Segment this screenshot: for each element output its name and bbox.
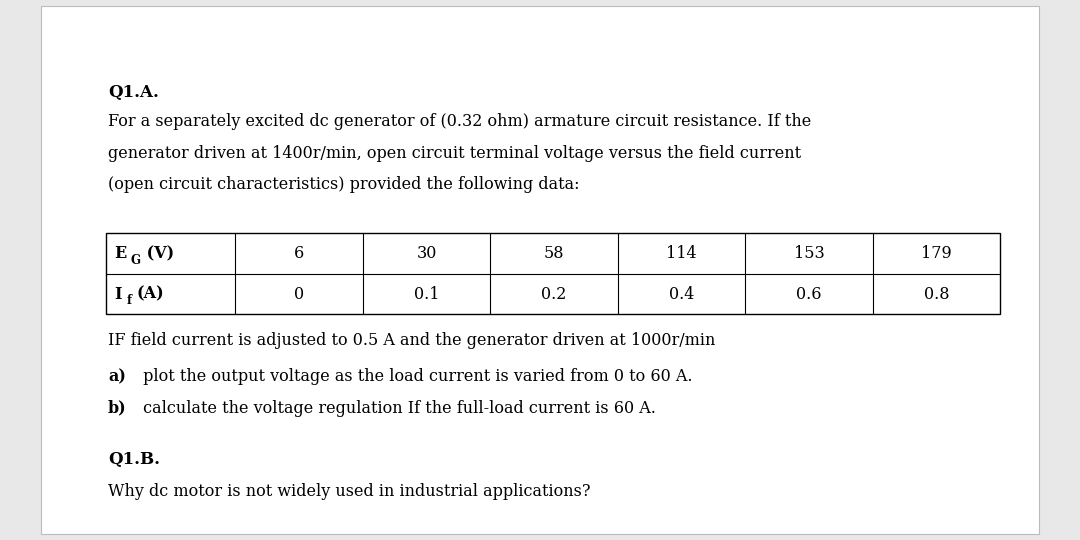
Bar — [106, 233, 1000, 314]
FancyBboxPatch shape — [41, 6, 1039, 534]
Text: plot the output voltage as the load current is varied from 0 to 60 A.: plot the output voltage as the load curr… — [138, 368, 692, 385]
Text: 0.2: 0.2 — [541, 286, 567, 302]
Text: 58: 58 — [544, 245, 564, 262]
Text: f: f — [126, 294, 132, 307]
Text: b): b) — [108, 400, 126, 416]
Text: (V): (V) — [141, 245, 175, 262]
Text: Q1.B.: Q1.B. — [108, 451, 160, 468]
Text: 114: 114 — [666, 245, 697, 262]
Text: 153: 153 — [794, 245, 824, 262]
Text: a): a) — [108, 368, 126, 385]
Text: (open circuit characteristics) provided the following data:: (open circuit characteristics) provided … — [108, 176, 580, 193]
Text: 30: 30 — [417, 245, 436, 262]
Text: 179: 179 — [921, 245, 951, 262]
Text: Q1.A.: Q1.A. — [108, 84, 159, 100]
Text: (A): (A) — [136, 286, 164, 302]
Text: 0.6: 0.6 — [796, 286, 822, 302]
Text: Why dc motor is not widely used in industrial applications?: Why dc motor is not widely used in indus… — [108, 483, 591, 500]
Text: 6: 6 — [294, 245, 305, 262]
Text: IF field current is adjusted to 0.5 A and the generator driven at 1000r/min: IF field current is adjusted to 0.5 A an… — [108, 332, 715, 349]
Text: 0.4: 0.4 — [669, 286, 694, 302]
Text: 0.1: 0.1 — [414, 286, 440, 302]
Text: 0.8: 0.8 — [923, 286, 949, 302]
Text: G: G — [131, 253, 140, 267]
Text: generator driven at 1400r/min, open circuit terminal voltage versus the field cu: generator driven at 1400r/min, open circ… — [108, 145, 801, 161]
Text: 0: 0 — [294, 286, 305, 302]
Text: E: E — [114, 245, 126, 262]
Text: For a separately excited dc generator of (0.32 ohm) armature circuit resistance.: For a separately excited dc generator of… — [108, 113, 811, 130]
Text: I: I — [114, 286, 122, 302]
Text: calculate the voltage regulation If the full-load current is 60 A.: calculate the voltage regulation If the … — [138, 400, 657, 416]
